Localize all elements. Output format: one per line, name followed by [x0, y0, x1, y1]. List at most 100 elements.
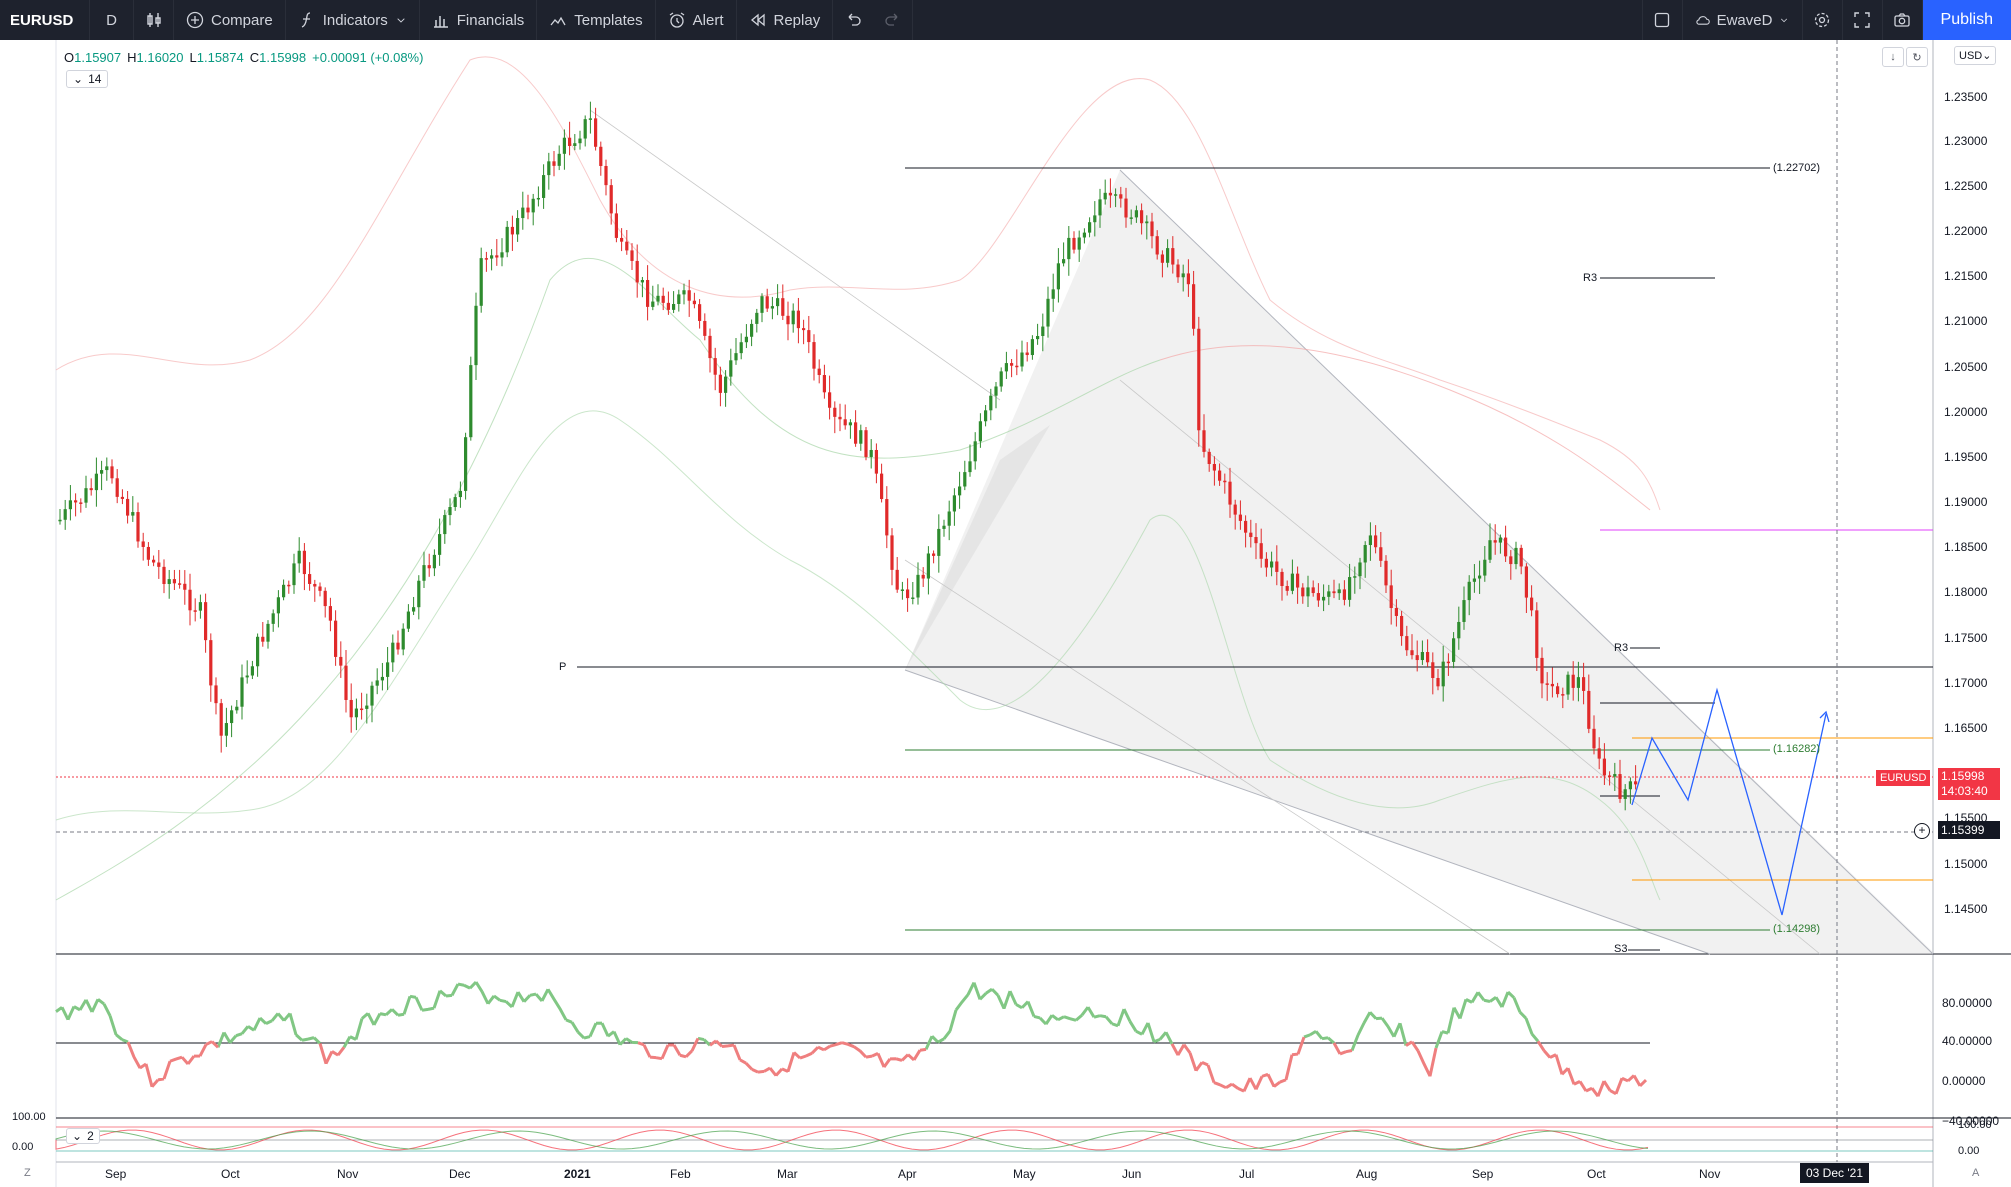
candle-body: [391, 642, 395, 663]
oscillator2-scale[interactable]: 100.00 0.00: [1934, 1118, 2011, 1162]
candle-body: [230, 710, 234, 724]
candle-body: [791, 310, 795, 325]
indicator-chip-osc[interactable]: ⌄ 2: [66, 1128, 100, 1144]
candle-body: [401, 628, 405, 650]
candle-body: [79, 502, 83, 504]
time-axis-label: Mar: [777, 1167, 798, 1181]
templates-button[interactable]: Templates: [537, 0, 656, 40]
publish-button[interactable]: Publish: [1922, 0, 2011, 40]
candle-body: [1103, 192, 1107, 200]
auto-scale-corner-button[interactable]: A: [1972, 1167, 1980, 1179]
candle-body: [1306, 587, 1310, 597]
candle-body: [105, 466, 109, 471]
candle-body: [848, 422, 852, 426]
timezone-corner-button[interactable]: Z: [24, 1167, 31, 1179]
redo-button[interactable]: [873, 0, 914, 40]
snapshot-button[interactable]: [1883, 0, 1923, 40]
candle-body: [713, 358, 717, 375]
price-scale[interactable]: 1.23500 1.23000 1.22500 1.22000 1.21500 1.210…: [1934, 40, 2011, 954]
candle-body: [282, 584, 286, 598]
settings-button[interactable]: [1803, 0, 1843, 40]
channel-lower-line: [904, 669, 1711, 955]
candle-body: [1218, 470, 1222, 481]
label-level-high: (1.22702): [1773, 162, 1821, 174]
candle-body: [183, 583, 187, 590]
chart-area[interactable]: (1.22702) R3 R3 P (1.16282) (1.14298) S3…: [0, 40, 2011, 1187]
time-axis[interactable]: Sep Oct Nov Dec 2021 Feb Mar Apr May Jun Jul Aug Sep…: [56, 1163, 1933, 1187]
candle-body: [89, 488, 93, 491]
candle-body: [1592, 728, 1596, 749]
low-value: 1.15874: [196, 50, 244, 65]
layout-menu-button[interactable]: EwaveD: [1683, 0, 1803, 40]
add-alert-plus-button[interactable]: +: [1914, 823, 1930, 839]
alert-button[interactable]: Alert: [656, 0, 737, 40]
candle-body: [1244, 520, 1248, 533]
candle-body: [635, 260, 639, 283]
candle-body: [464, 437, 468, 491]
scale-down-button[interactable]: ↓: [1882, 47, 1904, 67]
candle-body: [1311, 587, 1315, 594]
candle-body: [828, 392, 832, 408]
candle-body: [1446, 661, 1450, 664]
candle-body: [1285, 585, 1289, 591]
symbol-search-button[interactable]: EURUSD: [0, 0, 90, 40]
chart-type-button[interactable]: [134, 0, 174, 40]
high-value: 1.16020: [136, 50, 184, 65]
candle-body: [833, 407, 837, 417]
undo-button[interactable]: [833, 0, 873, 40]
financials-button[interactable]: Financials: [420, 0, 538, 40]
replay-button[interactable]: Replay: [737, 0, 834, 40]
currency-selector[interactable]: USD⌄: [1954, 46, 1997, 65]
candle-body: [885, 499, 889, 536]
indicator-chip-main[interactable]: ⌄ 14: [66, 70, 109, 88]
open-label: O: [64, 50, 75, 65]
candle-body: [349, 699, 353, 718]
camera-icon: [1894, 13, 1910, 27]
candle-body: [1561, 694, 1565, 696]
indicators-button[interactable]: Indicators: [286, 0, 420, 40]
candle-body: [261, 636, 265, 642]
interval-button[interactable]: D: [90, 0, 134, 40]
candle-body: [1379, 547, 1383, 561]
candle-body: [1275, 561, 1279, 572]
candle-body: [1145, 221, 1149, 224]
candle-body: [1457, 621, 1461, 639]
candle-body: [573, 143, 577, 146]
candle-body: [978, 421, 982, 442]
candle-body: [869, 449, 873, 457]
candle-body: [1124, 198, 1128, 218]
candle-body: [1431, 662, 1435, 679]
candle-body: [224, 723, 228, 736]
candle-body: [427, 565, 431, 569]
scale-reset-button[interactable]: ↻: [1906, 47, 1928, 67]
candle-body: [1051, 289, 1055, 299]
candle-body: [724, 376, 728, 393]
price-scale-label: 1.16500: [1944, 721, 1988, 735]
candle-body: [1488, 540, 1492, 560]
candle-body: [677, 294, 681, 304]
candle-body: [609, 185, 613, 214]
candle-body: [1384, 560, 1388, 586]
candle-body: [120, 496, 124, 499]
candle-body: [365, 705, 369, 709]
candle-body: [1036, 336, 1040, 340]
candle-body: [594, 118, 598, 147]
candle-body: [1166, 248, 1170, 263]
candle-body: [552, 161, 556, 166]
fullscreen-layout-button[interactable]: [1643, 0, 1683, 40]
candle-body: [495, 255, 499, 258]
chevron-down-icon: ⌄: [73, 72, 84, 86]
fullscreen-button[interactable]: [1843, 0, 1883, 40]
candle-body: [698, 304, 702, 321]
candle-body: [765, 296, 769, 309]
candlestick-series: [58, 101, 1638, 811]
expand-icon: [1854, 12, 1870, 28]
candle-body: [146, 546, 150, 560]
candle-body: [1467, 581, 1471, 601]
candle-body: [1077, 237, 1081, 250]
candle-body: [469, 365, 473, 438]
chart-canvas[interactable]: [0, 40, 2011, 1187]
candle-body: [1192, 284, 1196, 329]
compare-button[interactable]: Compare: [174, 0, 286, 40]
oscillator-scale[interactable]: 80.00000 40.00000 0.00000 −40.00000: [1934, 954, 2011, 1128]
